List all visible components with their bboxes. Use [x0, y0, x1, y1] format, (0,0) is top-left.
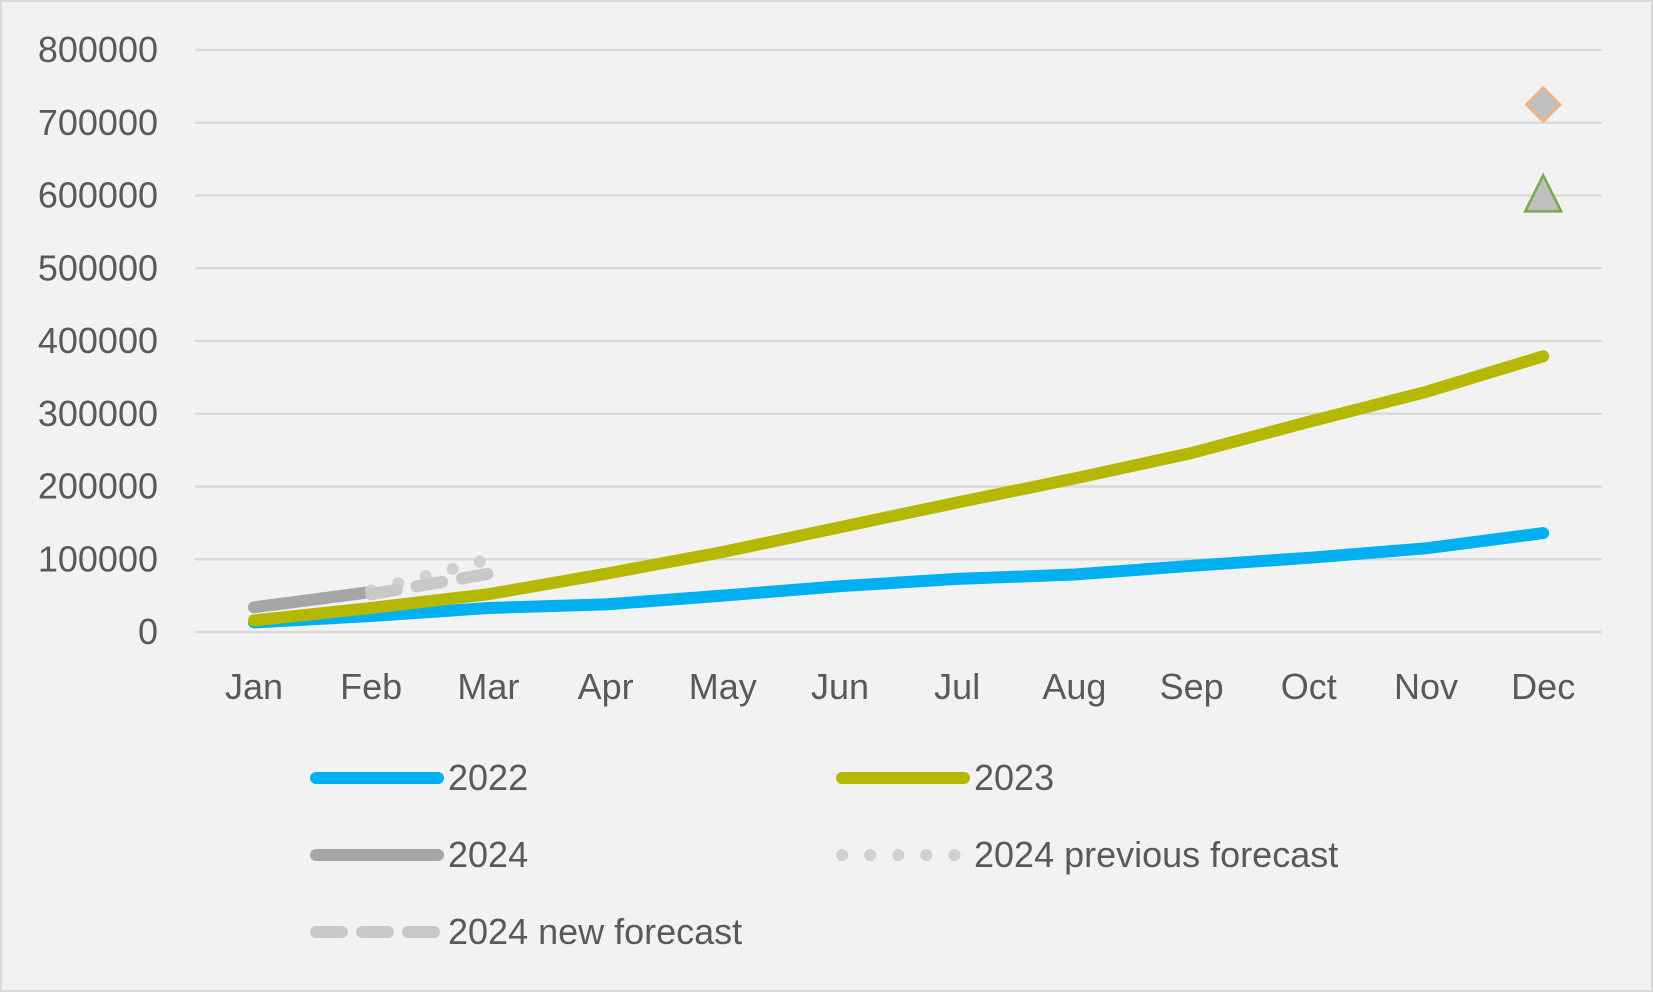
- y-tick-label: 100000: [38, 538, 158, 579]
- legend-label: 2022: [448, 757, 528, 798]
- y-tick-label: 600000: [38, 175, 158, 216]
- y-tick-label: 700000: [38, 102, 158, 143]
- target-markers: [1523, 85, 1564, 213]
- y-axis: 0 100000 200000 300000 400000 500000 600000 700…: [38, 29, 158, 652]
- legend-label: 2024: [448, 834, 528, 875]
- legend-label: 2023: [974, 757, 1054, 798]
- x-tick-label: May: [689, 666, 757, 707]
- x-tick-label: Apr: [578, 666, 634, 707]
- y-tick-label: 300000: [38, 393, 158, 434]
- x-tick-label: Oct: [1281, 666, 1337, 707]
- y-tick-label: 500000: [38, 247, 158, 288]
- series-lines: [248, 350, 1550, 629]
- series-line-2022: [248, 527, 1550, 629]
- y-tick-label: 0: [138, 611, 158, 652]
- x-tick-label: Dec: [1511, 666, 1575, 707]
- y-tick-label: 400000: [38, 320, 158, 361]
- triangle-marker: [1523, 172, 1564, 213]
- x-tick-label: Jun: [811, 666, 869, 707]
- legend-label: 2024 previous forecast: [974, 834, 1338, 875]
- diamond-marker: [1524, 85, 1562, 124]
- series-line-2024-new-forecast: [365, 567, 495, 601]
- y-tick-label: 800000: [38, 29, 158, 70]
- series-line-2024-previous-forecast: [365, 553, 495, 597]
- x-tick-label: Jul: [934, 666, 980, 707]
- gridlines: [195, 48, 1602, 634]
- series-line-2024: [248, 586, 378, 614]
- y-tick-label: 200000: [38, 466, 158, 507]
- x-tick-label: Mar: [457, 666, 519, 707]
- x-tick-label: Feb: [340, 666, 402, 707]
- x-tick-label: Aug: [1042, 666, 1106, 707]
- x-tick-label: Nov: [1394, 666, 1458, 707]
- legend: 2022 2023 2024 2024 previous forecast 2024 n…: [310, 757, 1338, 952]
- x-tick-label: Jan: [225, 666, 283, 707]
- x-axis: Jan Feb Mar Apr May Jun Jul Aug Sep Oct Nov Dec: [225, 666, 1575, 707]
- x-tick-label: Sep: [1160, 666, 1224, 707]
- legend-label: 2024 new forecast: [448, 911, 742, 952]
- series-line-2023: [248, 350, 1550, 627]
